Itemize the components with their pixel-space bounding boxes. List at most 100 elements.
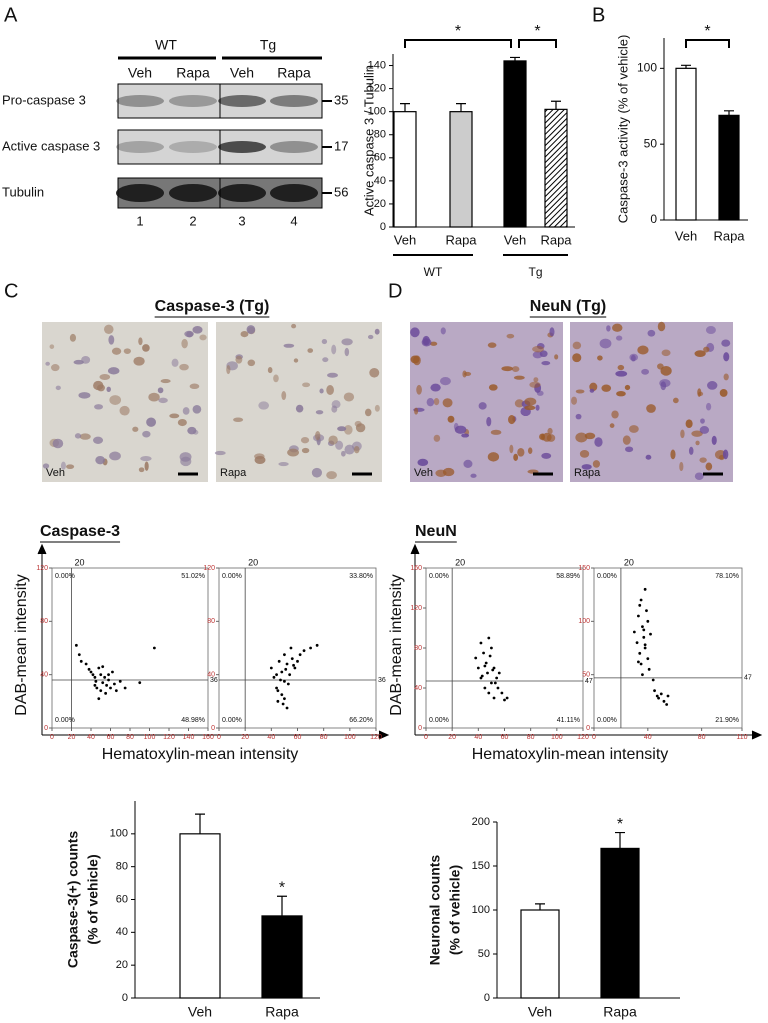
point xyxy=(484,661,488,665)
cell xyxy=(513,375,525,380)
point xyxy=(642,628,646,632)
x-tick-label: 20 xyxy=(448,734,456,741)
cell xyxy=(430,383,441,392)
cell xyxy=(584,432,596,440)
error-bar xyxy=(615,831,625,849)
cell xyxy=(661,349,671,357)
point xyxy=(486,671,489,675)
point xyxy=(646,657,650,661)
y-tick-label: 0 xyxy=(44,725,48,732)
point xyxy=(642,635,646,639)
cell xyxy=(293,358,299,363)
cell xyxy=(108,335,115,345)
cell xyxy=(328,435,338,445)
error-bar xyxy=(535,903,545,910)
significance-label: * xyxy=(455,23,461,40)
point xyxy=(79,659,83,663)
cell xyxy=(490,429,502,435)
cell xyxy=(622,435,631,445)
lane-treatment: Rapa xyxy=(176,65,210,81)
y-tick-label: 40 xyxy=(40,672,48,679)
y-tick-label: 120 xyxy=(368,83,386,95)
cell xyxy=(624,384,631,391)
point xyxy=(279,678,282,682)
x-tick-label: 0 xyxy=(50,734,54,741)
point xyxy=(272,675,276,679)
cell xyxy=(107,367,120,375)
cell xyxy=(374,404,380,412)
point xyxy=(114,689,118,693)
cell xyxy=(695,440,700,446)
cell xyxy=(549,327,555,337)
cell xyxy=(278,462,289,467)
cell xyxy=(315,410,324,415)
point xyxy=(285,662,289,666)
point xyxy=(476,666,480,670)
point xyxy=(496,686,500,690)
point xyxy=(84,662,88,666)
point xyxy=(94,679,98,683)
cell xyxy=(233,417,244,423)
y-tick-label: 0 xyxy=(586,725,590,732)
cell xyxy=(461,433,470,438)
point xyxy=(89,670,93,674)
scatter-axes-c xyxy=(37,543,390,740)
point xyxy=(643,646,647,650)
x-tick-label: 0 xyxy=(424,734,428,741)
cell xyxy=(254,455,266,465)
cell xyxy=(529,381,541,388)
y-tick-label: 150 xyxy=(578,565,590,572)
micrograph-label: Veh xyxy=(46,467,65,479)
cell xyxy=(606,325,611,332)
point xyxy=(293,666,297,670)
cell xyxy=(179,363,189,371)
point xyxy=(638,603,642,607)
blot-band xyxy=(169,95,217,107)
blot-band xyxy=(169,184,217,202)
cell xyxy=(581,464,592,470)
x-tick-label: 80 xyxy=(126,734,134,741)
point xyxy=(118,679,122,683)
cell xyxy=(355,423,366,433)
quadrant-x-label: 20 xyxy=(75,557,85,567)
plot-frame xyxy=(593,567,743,729)
x-tick-label: 140 xyxy=(183,734,195,741)
point xyxy=(655,694,659,698)
point xyxy=(107,678,110,682)
significance-label: * xyxy=(534,23,540,40)
cell xyxy=(672,397,679,404)
x-tick-label: 40 xyxy=(267,734,275,741)
point xyxy=(641,673,644,677)
point xyxy=(497,671,501,675)
point xyxy=(103,675,107,679)
point xyxy=(662,699,666,703)
cell xyxy=(711,435,717,446)
point xyxy=(492,696,496,700)
point xyxy=(503,698,506,702)
cell xyxy=(52,438,64,449)
cell xyxy=(679,461,684,472)
blot-band xyxy=(116,141,164,153)
cell xyxy=(426,397,435,407)
cell xyxy=(575,432,588,443)
cell xyxy=(700,418,705,424)
point xyxy=(635,641,639,645)
bar xyxy=(544,108,568,228)
point xyxy=(95,686,99,690)
lane-number: 4 xyxy=(290,213,297,228)
y-tick-label: 40 xyxy=(374,175,386,187)
cell xyxy=(132,426,139,432)
point xyxy=(638,651,642,655)
group-label: Tg xyxy=(528,265,542,279)
cell xyxy=(612,323,623,332)
panel-label: A xyxy=(4,4,18,26)
point xyxy=(641,625,644,629)
y-tick-label: 40 xyxy=(414,685,422,692)
cell xyxy=(69,333,77,342)
cell xyxy=(572,353,582,363)
y-tick-label: 50 xyxy=(478,948,490,960)
x-tick-label: 100 xyxy=(551,734,563,741)
point xyxy=(665,703,669,706)
point xyxy=(280,670,284,674)
blot-band xyxy=(116,95,164,107)
